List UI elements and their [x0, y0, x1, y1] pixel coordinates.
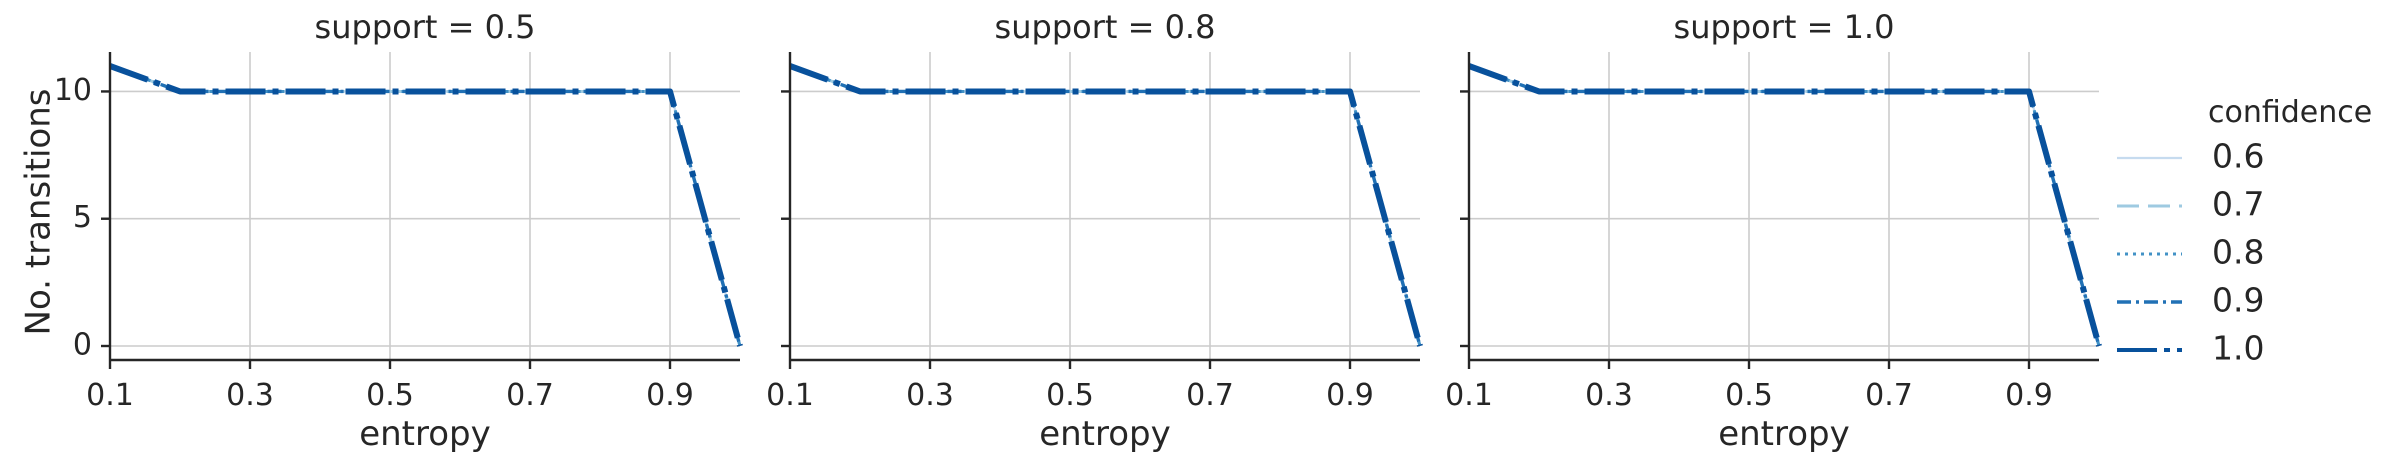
legend-label: 1.0	[2212, 329, 2264, 368]
series-line-confidence-0-7	[109, 64, 742, 347]
legend-entry: 0.7	[2117, 185, 2264, 224]
x-tick-label: 0.3	[1585, 378, 1633, 413]
y-tick-label: 10	[54, 73, 92, 108]
legend: confidence 0.6 0.7 0.8 0.9 1.0	[2117, 95, 2372, 368]
x-tick-label: 0.9	[2005, 378, 2053, 413]
series-line-confidence-0-8	[109, 64, 742, 347]
legend-entry: 0.8	[2117, 233, 2264, 272]
series-line-confidence-0-7	[789, 64, 1422, 347]
series-line-confidence-0-9	[789, 64, 1422, 347]
legend-title: confidence	[2208, 95, 2372, 130]
series-line-confidence-0-7	[1468, 64, 2101, 347]
x-tick-label: 0.1	[766, 378, 814, 413]
series-line-confidence-1-0	[108, 63, 743, 347]
x-tick-label: 0.3	[226, 378, 274, 413]
legend-entry: 0.6	[2117, 137, 2264, 176]
legend-label: 0.7	[2212, 185, 2264, 224]
x-tick-label: 0.7	[1186, 378, 1234, 413]
y-axis-label: No. transitions	[19, 89, 59, 336]
legend-label: 0.8	[2212, 233, 2264, 272]
x-tick-label: 0.5	[366, 378, 414, 413]
x-tick-label: 0.3	[906, 378, 954, 413]
y-tick-label: 5	[73, 200, 92, 235]
x-tick-label: 0.7	[1865, 378, 1913, 413]
x-axis-label: entropy	[1039, 414, 1171, 454]
x-tick-label: 0.9	[646, 378, 694, 413]
legend-entry: 1.0	[2117, 329, 2264, 368]
panel-3: 0.1 0.3 0.5 0.7 0.9 support = 1.0 entropy	[1445, 8, 2102, 454]
series-line-confidence-1-0	[788, 63, 1423, 347]
x-tick-label: 0.1	[86, 378, 134, 413]
panel-title: support = 1.0	[1674, 8, 1895, 46]
x-tick-label: 0.5	[1046, 378, 1094, 413]
panel-title: support = 0.8	[995, 8, 1216, 46]
legend-label: 0.6	[2212, 137, 2264, 176]
series-line-confidence-0-8	[1468, 64, 2101, 347]
x-axis-label: entropy	[1718, 414, 1850, 454]
series-line-confidence-0-6	[789, 64, 1422, 347]
x-axis-label: entropy	[359, 414, 491, 454]
series-line-confidence-1-0	[1467, 63, 2102, 347]
legend-label: 0.9	[2212, 281, 2264, 320]
series-line-confidence-0-6	[1468, 64, 2101, 347]
series-line-confidence-0-8	[789, 64, 1422, 347]
panel-1: 0.1 0.3 0.5 0.7 0.9 0 5 10 support = 0.5 entropy	[54, 8, 743, 454]
panel-2: 0.1 0.3 0.5 0.7 0.9 support = 0.8 entropy	[766, 8, 1423, 454]
series-line-confidence-0-9	[1468, 64, 2101, 347]
x-tick-label: 0.1	[1445, 378, 1493, 413]
series-line-confidence-0-6	[109, 64, 742, 347]
x-tick-label: 0.7	[506, 378, 554, 413]
legend-entry: 0.9	[2117, 281, 2264, 320]
panel-title: support = 0.5	[315, 8, 536, 46]
x-tick-label: 0.5	[1725, 378, 1773, 413]
series-line-confidence-0-9	[109, 64, 742, 347]
y-tick-label: 0	[73, 328, 92, 363]
x-tick-label: 0.9	[1326, 378, 1374, 413]
